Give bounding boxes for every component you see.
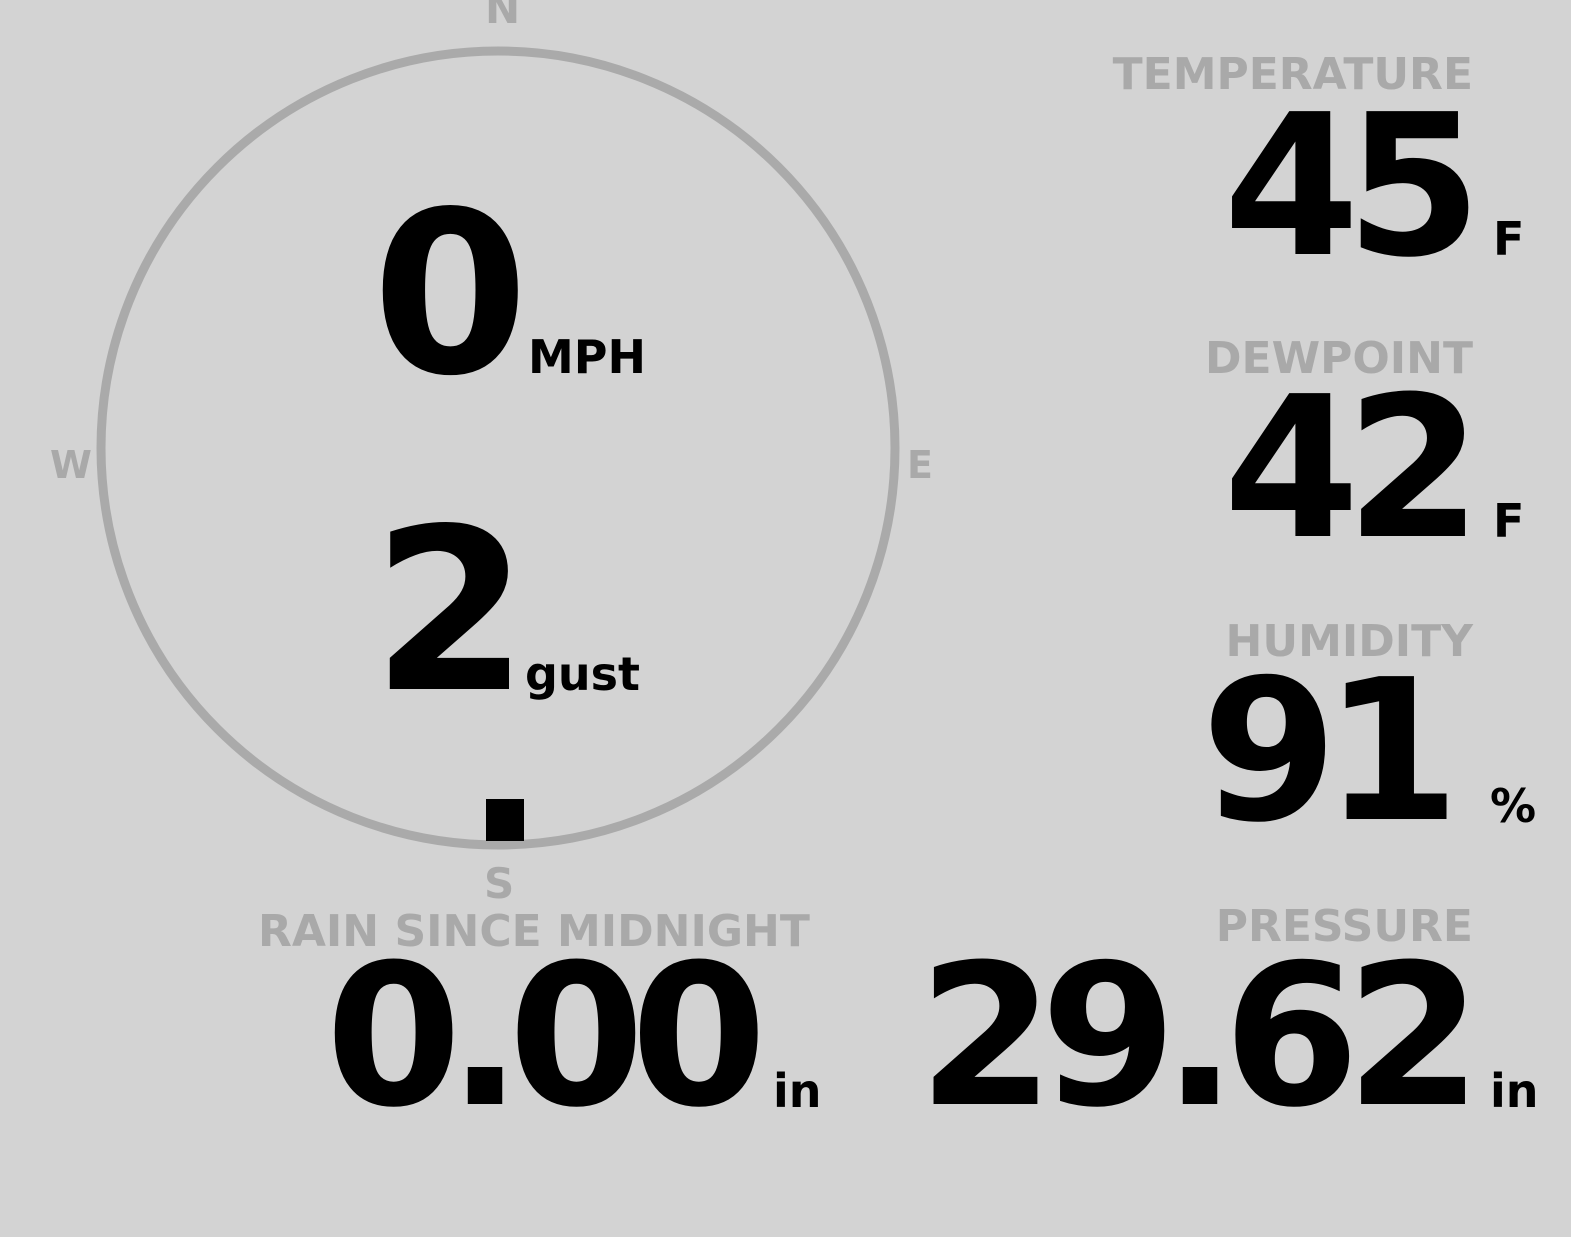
wind-gust-unit: gust: [525, 647, 641, 701]
compass-north-label: N: [485, 0, 521, 33]
temperature-label: TEMPERATURE: [1112, 49, 1473, 100]
wind-compass: [96, 46, 900, 850]
pressure-value: 29.62: [918, 923, 1482, 1151]
wind-speed-unit: MPH: [528, 330, 646, 384]
pressure-label: PRESSURE: [1215, 901, 1473, 952]
rain-label: RAIN SINCE MIDNIGHT: [258, 906, 810, 957]
compass-south-label: S: [484, 859, 515, 908]
dewpoint-unit: F: [1493, 494, 1525, 548]
wind-direction-marker: [486, 799, 524, 841]
compass-east-label: E: [907, 443, 933, 487]
pressure-unit: in: [1490, 1064, 1539, 1118]
wind-gust-value: 2: [372, 481, 529, 743]
rain-value: 0.00: [325, 923, 767, 1151]
compass-west-label: W: [50, 443, 92, 487]
wind-speed-value: 0: [372, 164, 529, 426]
temperature-value: 45: [1223, 73, 1482, 301]
humidity-unit: %: [1490, 779, 1537, 833]
compass-ring: [96, 46, 900, 850]
dewpoint-value: 42: [1223, 355, 1482, 583]
temperature-unit: F: [1493, 212, 1525, 266]
dewpoint-label: DEWPOINT: [1205, 333, 1473, 384]
humidity-value: 91: [1201, 638, 1460, 866]
rain-unit: in: [773, 1064, 822, 1118]
humidity-label: HUMIDITY: [1225, 616, 1473, 667]
